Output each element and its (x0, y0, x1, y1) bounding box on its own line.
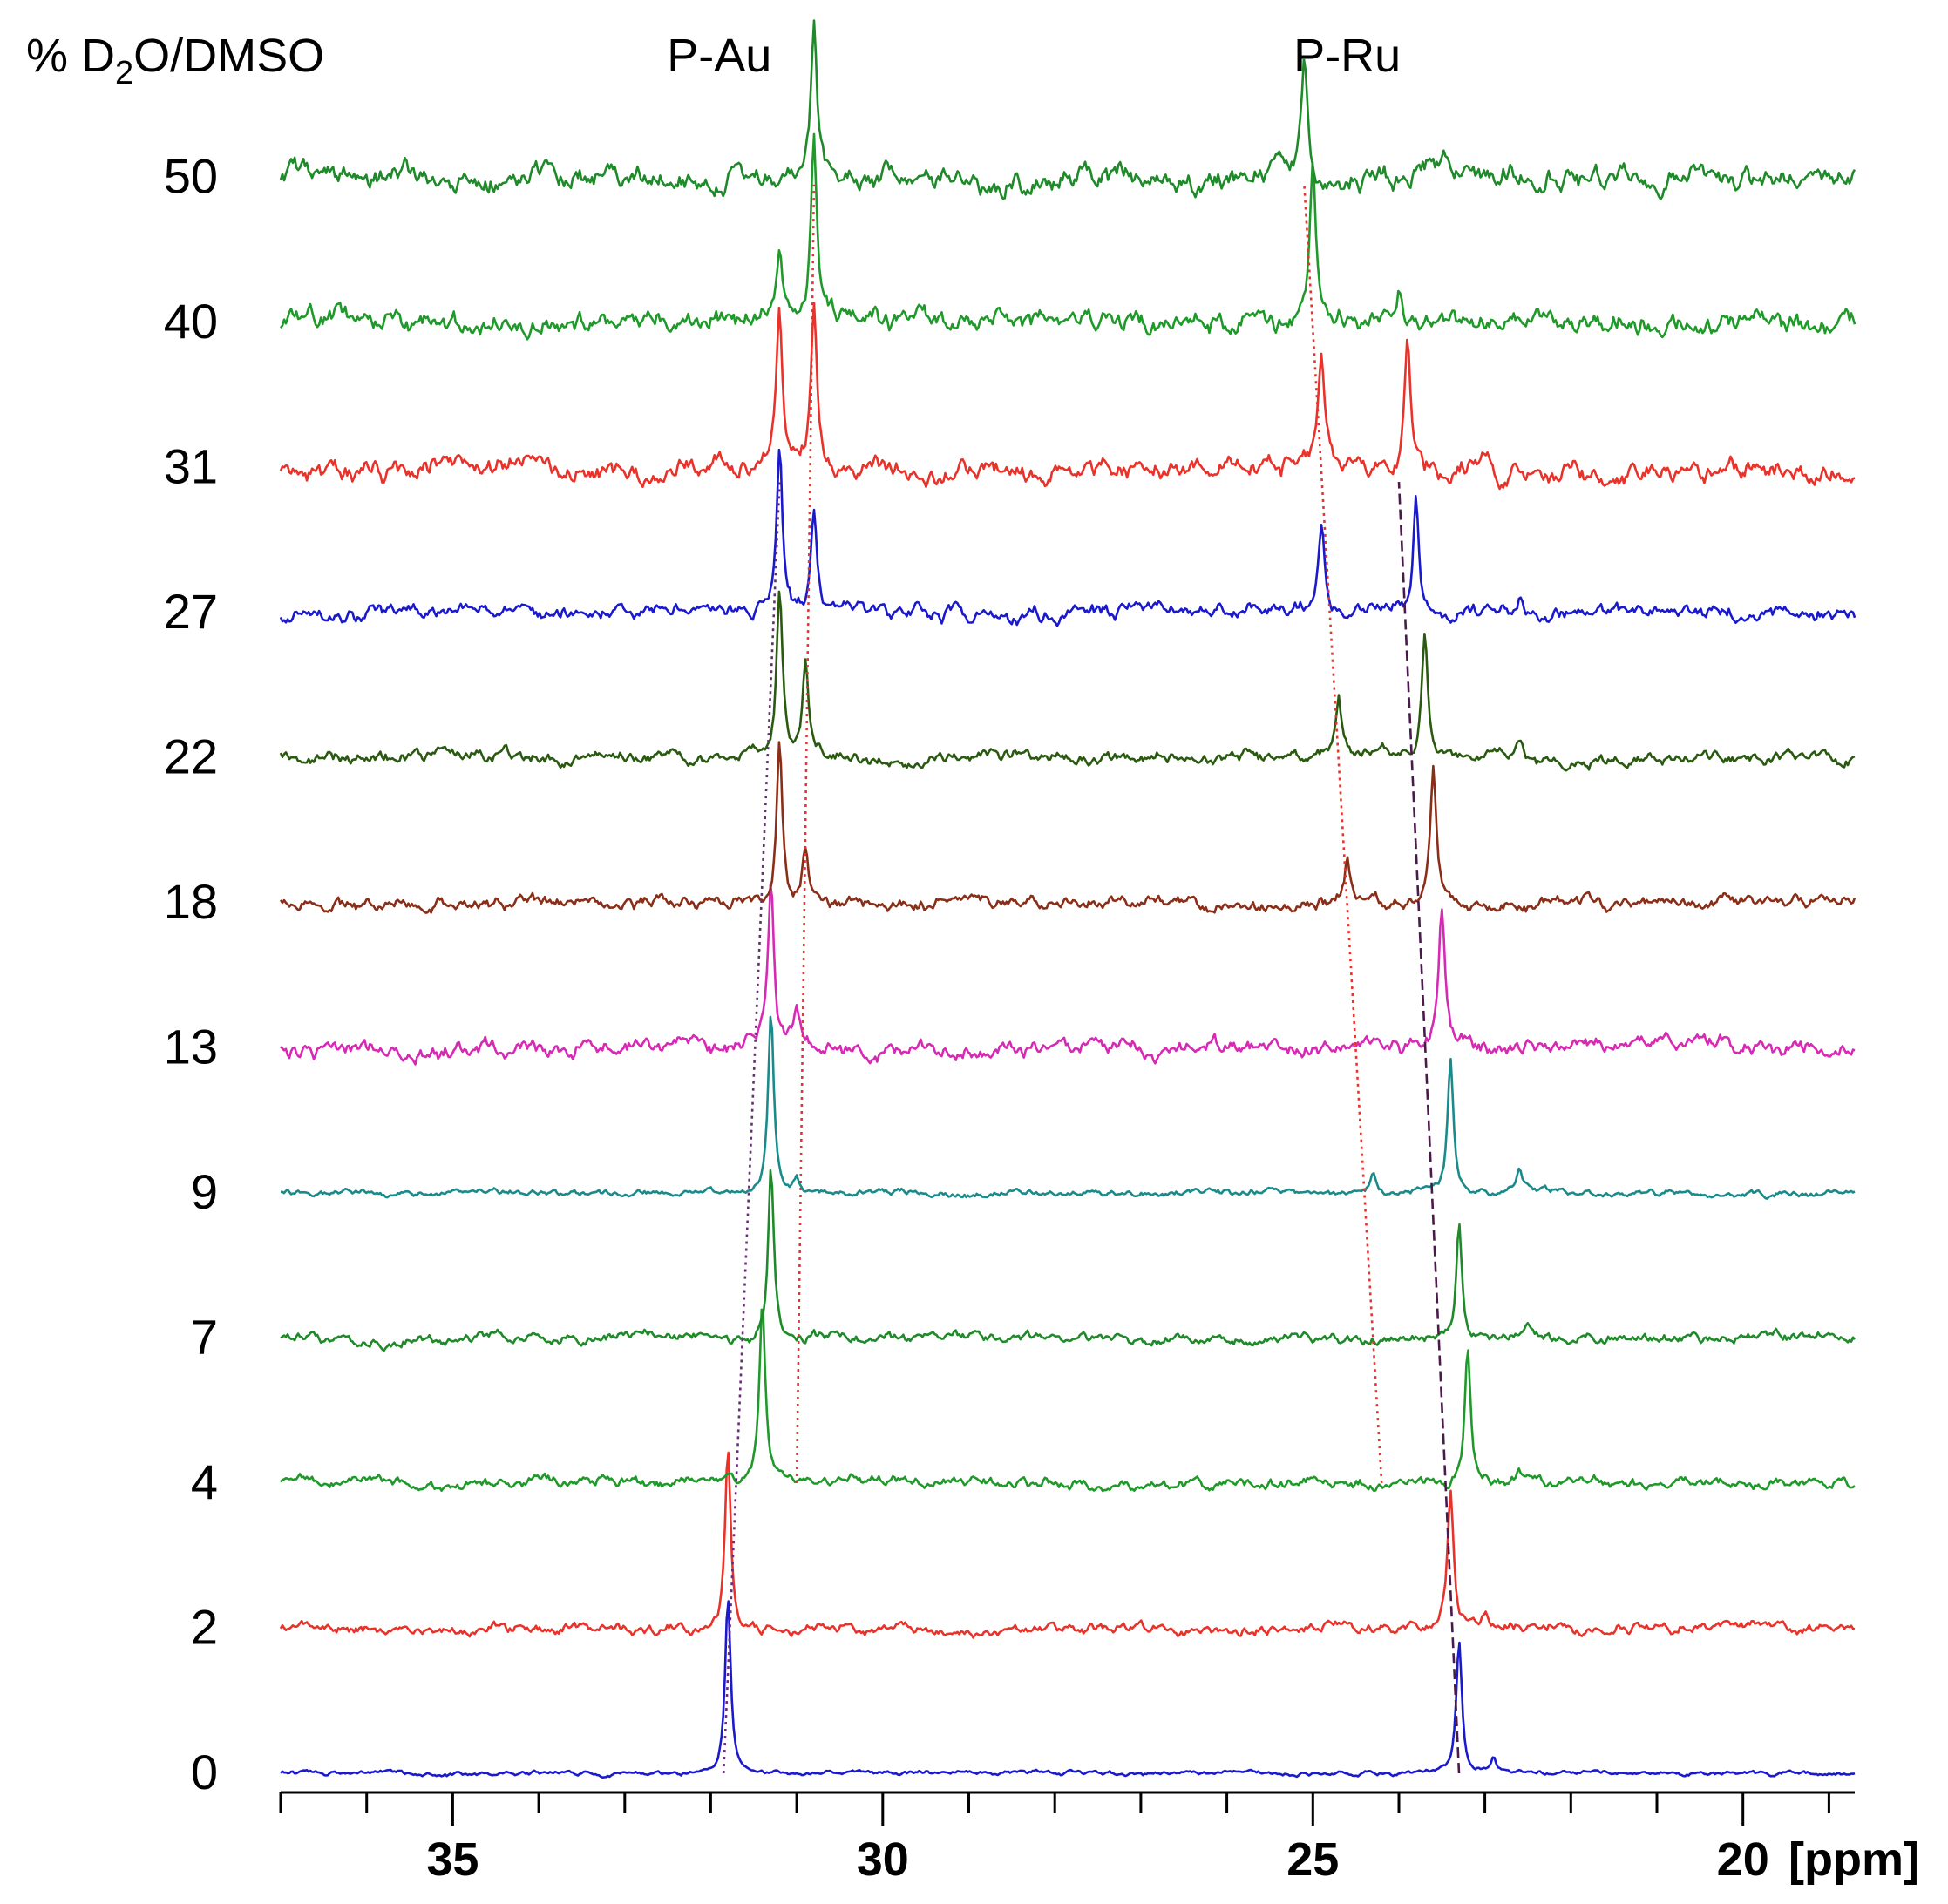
y-axis-title: % D2O/DMSO (26, 30, 324, 91)
fraction-label: 9 (191, 1164, 218, 1219)
x-tick-label: 30 (857, 1833, 909, 1886)
spectrum-22 (279, 590, 1856, 772)
x-tick-label: 20 (1717, 1833, 1769, 1886)
fraction-labels: 0 2 4 7 9 13 18 22 27 31 40 50 (164, 149, 218, 1800)
fraction-label: 18 (164, 874, 218, 929)
spectrum-4 (280, 1308, 1856, 1493)
x-tick-label: 35 (426, 1833, 479, 1886)
peak-labels: P-Au P-Ru (667, 30, 1401, 82)
x-tick-label: 25 (1286, 1833, 1339, 1886)
fraction-label: 22 (164, 729, 218, 784)
fraction-label: 50 (164, 149, 218, 204)
guide-line (1397, 482, 1461, 1774)
shift-guide-lines (722, 184, 1461, 1774)
spectrum-18 (279, 741, 1856, 914)
guide-line (722, 482, 781, 1774)
guide-line (1303, 184, 1383, 1484)
fraction-label: 7 (191, 1310, 218, 1365)
fraction-label: 4 (191, 1454, 218, 1509)
x-axis-unit: [ppm] (1788, 1833, 1919, 1886)
spectrum-31 (279, 302, 1856, 491)
fraction-label: 40 (164, 294, 218, 349)
spectrum-40 (279, 132, 1856, 341)
x-axis: 35 30 25 20 (279, 1791, 1855, 1886)
spectrum-13 (280, 883, 1856, 1066)
spectrum-9 (281, 1015, 1856, 1200)
fraction-label: 27 (164, 584, 218, 639)
fraction-label: 0 (191, 1745, 218, 1799)
spectrum-27 (279, 448, 1856, 627)
guide-line (795, 184, 816, 1484)
spectrum-2 (279, 1451, 1856, 1639)
spectrum-50 (279, 19, 1856, 200)
peak-label: P-Au (667, 30, 771, 82)
peak-label: P-Ru (1293, 30, 1401, 82)
spectra (279, 19, 1856, 1779)
spectrum-7 (280, 1169, 1856, 1352)
spectrum-0 (280, 1600, 1856, 1779)
fraction-label: 13 (164, 1020, 218, 1074)
fraction-label: 2 (191, 1600, 218, 1655)
fraction-label: 31 (164, 439, 218, 494)
